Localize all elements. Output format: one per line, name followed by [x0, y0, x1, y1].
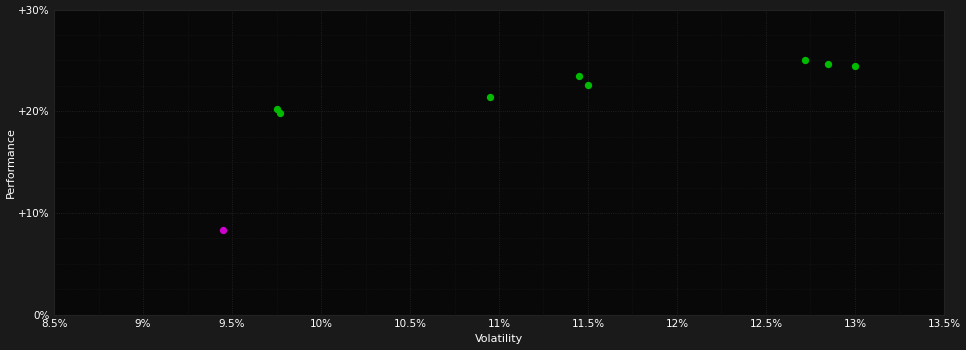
Point	[269, 106, 284, 112]
X-axis label: Volatility: Volatility	[475, 335, 524, 344]
Point	[482, 94, 497, 100]
Point	[581, 82, 596, 88]
Point	[215, 228, 231, 233]
Point	[847, 63, 863, 68]
Point	[820, 62, 836, 67]
Point	[797, 58, 812, 63]
Point	[571, 73, 586, 78]
Point	[272, 111, 288, 116]
Y-axis label: Performance: Performance	[6, 127, 15, 198]
